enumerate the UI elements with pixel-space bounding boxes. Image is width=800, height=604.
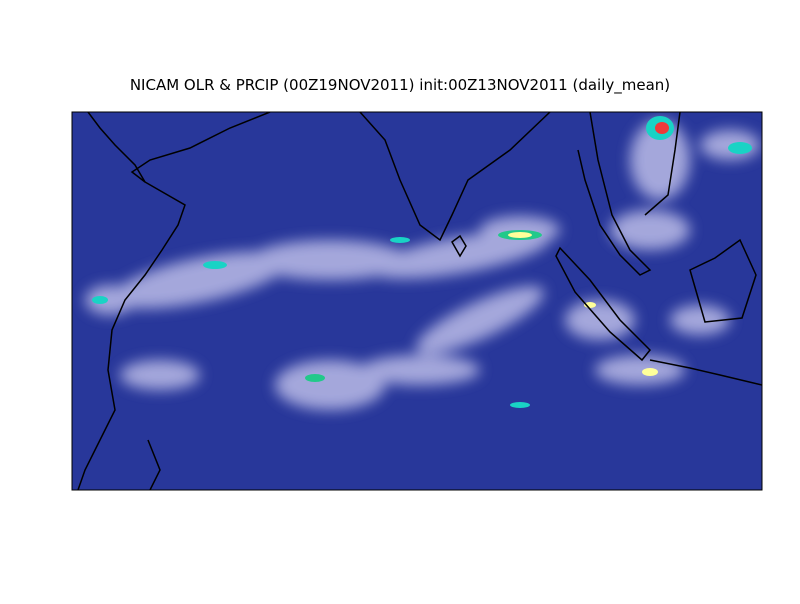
- plot-frame: [71, 111, 763, 491]
- coastlines: [77, 112, 762, 490]
- cloud-field: [77, 112, 762, 490]
- precip-spots: [92, 116, 752, 408]
- title: NICAM OLR & PRCIP (00Z19NOV2011) init:00…: [130, 76, 670, 95]
